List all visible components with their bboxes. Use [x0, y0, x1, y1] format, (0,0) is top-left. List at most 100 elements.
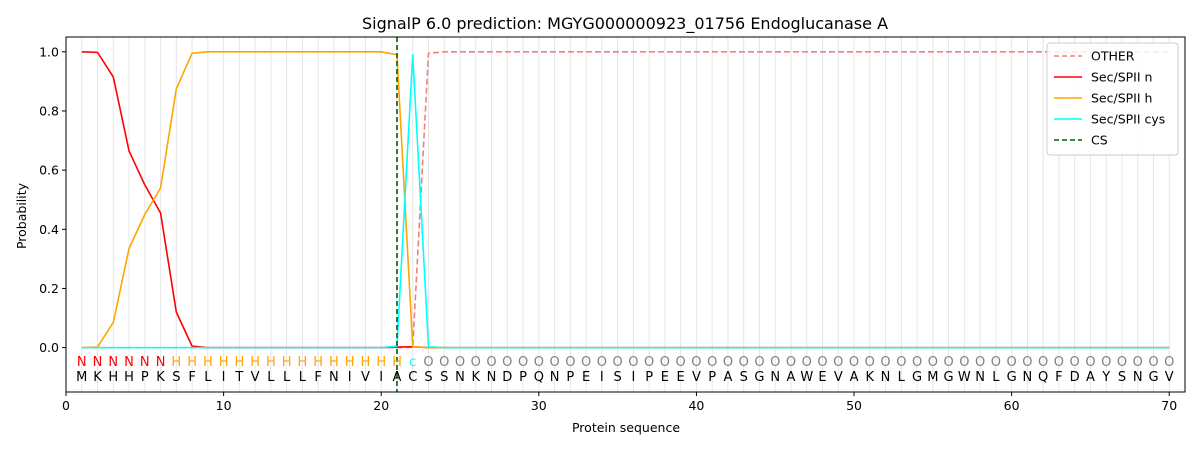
residue-letter: I [379, 370, 383, 385]
axis-layer: 0 10 20 30 40 50 60 70 0.0 0.2 0.4 0.6 0.8 1.0 [39, 44, 1177, 413]
series-line-sec-spii-cys [81, 53, 1170, 349]
series-line-other [81, 50, 1170, 349]
residue-letter: E [661, 370, 669, 385]
region-label: O [1164, 355, 1174, 370]
region-label: O [833, 355, 843, 370]
residue-letter: H [124, 370, 134, 385]
region-label: O [707, 355, 717, 370]
region-label: N [77, 355, 87, 370]
residue-letter: N [550, 370, 560, 385]
residue-letter: G [944, 370, 954, 385]
residue-letter: N [455, 370, 465, 385]
residue-letter: P [645, 370, 653, 385]
residue-letter: G [754, 370, 764, 385]
residue-letter: N [1133, 370, 1143, 385]
region-label: O [865, 355, 875, 370]
region-label: O [628, 355, 638, 370]
region-label: O [1148, 355, 1158, 370]
residue-letter: L [204, 370, 212, 385]
residue-letter: S [424, 370, 432, 385]
residue-letter: E [582, 370, 590, 385]
region-label: H [313, 355, 323, 370]
region-label: O [534, 355, 544, 370]
residue-letter: N [881, 370, 891, 385]
region-label: O [1133, 355, 1143, 370]
x-tick-label: 50 [846, 398, 862, 413]
residue-letter: K [93, 370, 102, 385]
legend-entry: Sec/SPII n [1091, 70, 1152, 85]
residue-letter: G [1007, 370, 1017, 385]
residue-letter: F [188, 370, 195, 385]
residue-letter: N [1023, 370, 1033, 385]
residue-letter: M [76, 370, 87, 385]
region-label: H [329, 355, 339, 370]
residue-letter: W [958, 370, 971, 385]
plot-frame [65, 36, 1186, 393]
residue-letter: S [740, 370, 748, 385]
region-label: O [471, 355, 481, 370]
residue-letter: I [631, 370, 635, 385]
x-axis-label: Protein sequence [572, 420, 680, 435]
region-label: H [187, 355, 197, 370]
residue-letter: L [299, 370, 307, 385]
region-label: c [409, 355, 416, 370]
residue-letter: V [834, 370, 843, 385]
region-label: O [1117, 355, 1127, 370]
region-label: H [376, 355, 386, 370]
series-line-sec-spii-h [81, 50, 1170, 349]
residue-letter: K [156, 370, 165, 385]
residue-letter: A [787, 370, 796, 385]
legend-entry: CS [1091, 133, 1108, 148]
region-label: H [266, 355, 276, 370]
residue-letter: K [866, 370, 875, 385]
y-tick-label: 0.6 [39, 163, 59, 178]
region-label: H [234, 355, 244, 370]
region-label: O [455, 355, 465, 370]
legend-box [1046, 42, 1179, 156]
region-label: O [880, 355, 890, 370]
residue-letter: K [472, 370, 481, 385]
region-label: O [1038, 355, 1048, 370]
region-label: N [156, 355, 166, 370]
region-label: H [345, 355, 355, 370]
residue-letter: N [770, 370, 780, 385]
residue-letter: T [234, 370, 243, 385]
region-label: O [817, 355, 827, 370]
region-label: H [392, 355, 402, 370]
residue-letter: V [361, 370, 370, 385]
residue-letter: A [850, 370, 859, 385]
region-label: N [124, 355, 134, 370]
region-label: O [581, 355, 591, 370]
residue-letter: V [1165, 370, 1174, 385]
residue-letter: L [267, 370, 275, 385]
region-label: O [849, 355, 859, 370]
region-label: O [644, 355, 654, 370]
region-label: O [1007, 355, 1017, 370]
y-tick-label: 0.2 [39, 281, 59, 296]
x-tick-label: 0 [62, 398, 70, 413]
residue-letter: S [172, 370, 180, 385]
region-label: O [802, 355, 812, 370]
residue-letter: I [222, 370, 226, 385]
y-axis-label: Probability [14, 182, 29, 249]
region-label: N [93, 355, 103, 370]
region-label: O [691, 355, 701, 370]
region-label: O [1085, 355, 1095, 370]
region-label: O [423, 355, 433, 370]
y-tick-label: 0.0 [39, 340, 59, 355]
region-label: H [219, 355, 229, 370]
region-label: O [597, 355, 607, 370]
residue-letter: N [329, 370, 339, 385]
region-label: H [361, 355, 371, 370]
x-tick-label: 30 [531, 398, 547, 413]
residue-letter: F [314, 370, 321, 385]
region-label: H [171, 355, 181, 370]
x-tick-label: 20 [373, 398, 389, 413]
region-label: O [549, 355, 559, 370]
residue-letter: V [692, 370, 701, 385]
grid-layer [81, 37, 1170, 392]
region-label: O [565, 355, 575, 370]
residue-letter: S [613, 370, 621, 385]
region-label: O [754, 355, 764, 370]
